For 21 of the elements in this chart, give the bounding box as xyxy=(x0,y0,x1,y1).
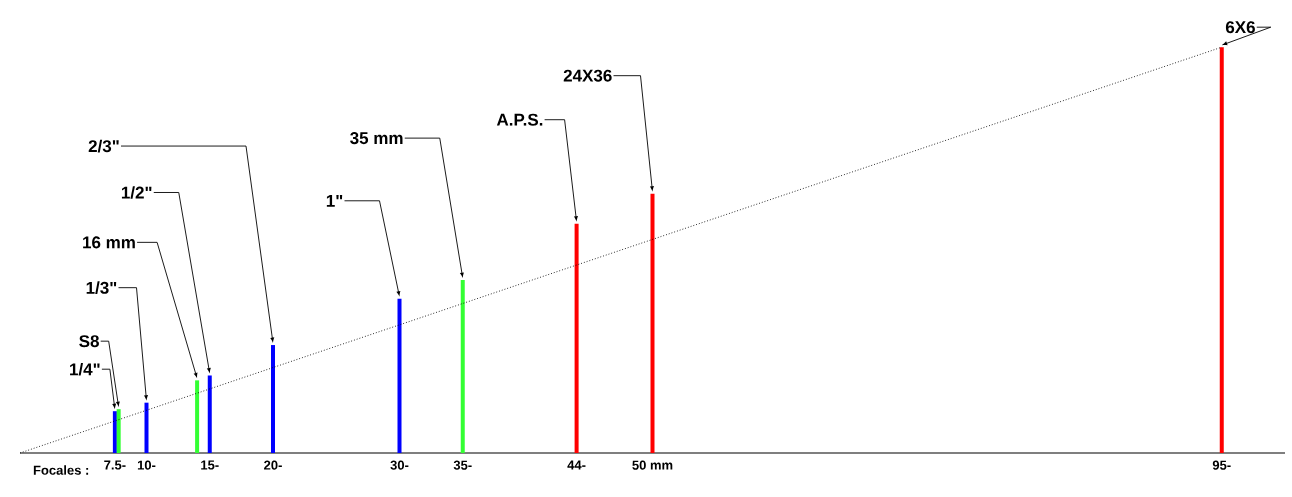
x-tick-label: 15- xyxy=(201,460,219,470)
x-tick-label: 95- xyxy=(1212,460,1231,470)
x-tick-label: 50 mm xyxy=(632,460,673,470)
x-tick-label: 44- xyxy=(567,460,586,470)
annotation: 24X36 xyxy=(563,69,612,82)
x-tick-label: 20- xyxy=(264,460,282,470)
annotation: 1/3" xyxy=(86,281,117,295)
annotation: 2/3" xyxy=(88,139,119,153)
annotation: 1/2" xyxy=(121,186,152,199)
x-axis-title: Focales : xyxy=(33,465,89,475)
annotation: 16 mm xyxy=(83,236,135,249)
x-tick-label: 7.5- xyxy=(104,460,126,470)
annotation: 35 mm xyxy=(350,132,403,145)
x-tick-label: 30- xyxy=(390,460,409,470)
annotation: 1/4" xyxy=(70,362,100,376)
annotation: 1" xyxy=(326,194,343,207)
annotation: A.P.S. xyxy=(496,113,543,126)
annotation: 6X6 xyxy=(1225,21,1255,34)
annotation: S8 xyxy=(79,335,99,348)
x-tick-label: 10- xyxy=(137,460,156,470)
x-tick-label: 35- xyxy=(453,460,472,470)
